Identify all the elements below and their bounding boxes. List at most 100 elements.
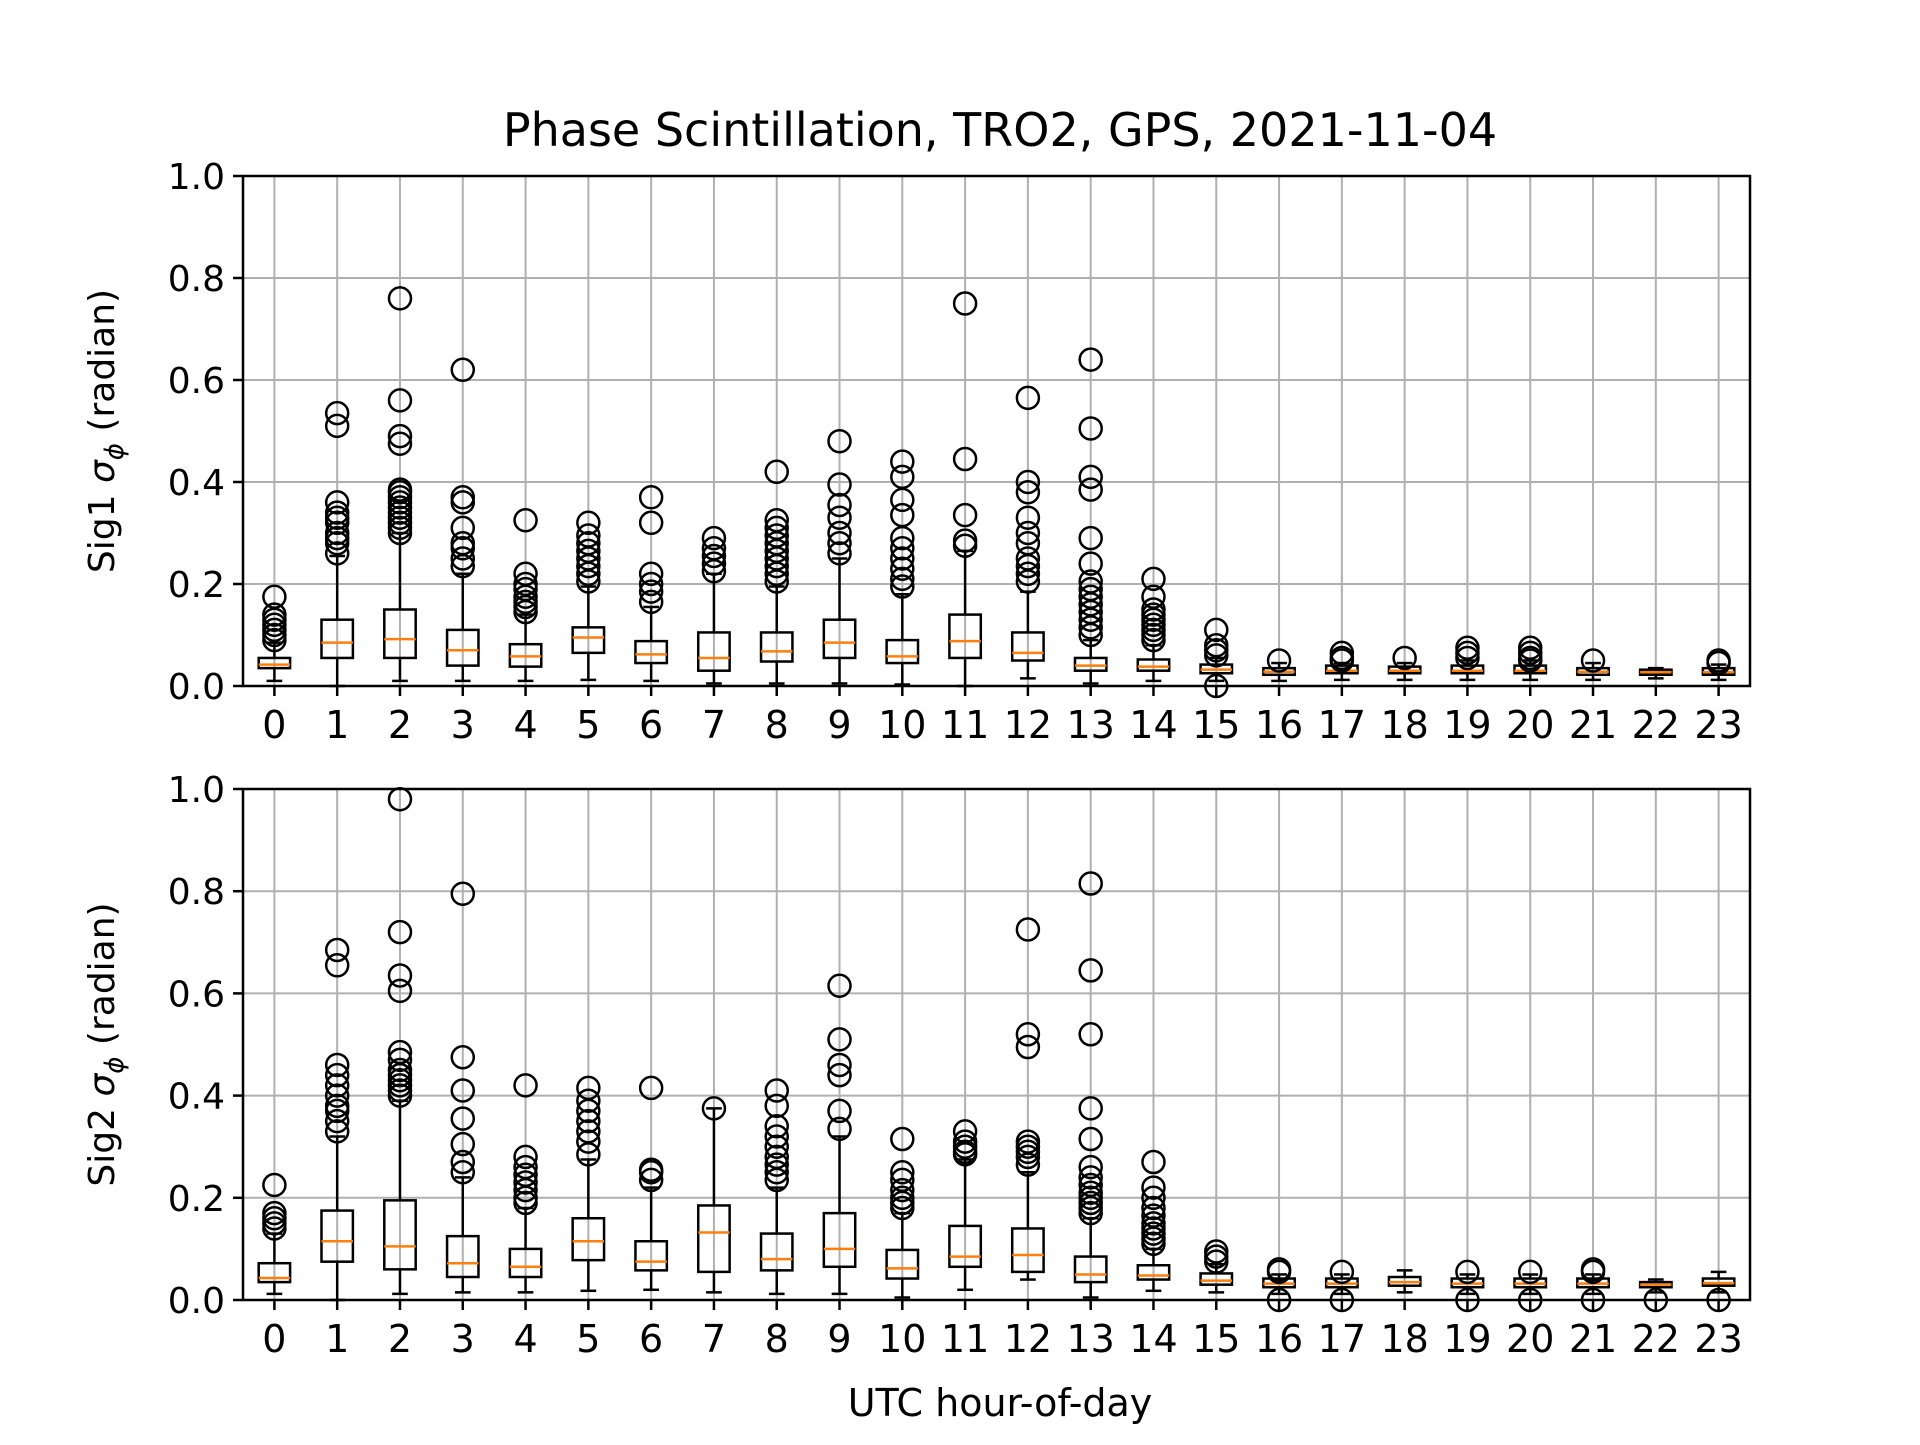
x-tick-label: 11 bbox=[941, 703, 989, 747]
x-tick-label: 12 bbox=[1004, 1317, 1052, 1361]
outlier-point bbox=[513, 1162, 538, 1188]
outlier-point bbox=[324, 1083, 350, 1108]
box-iqr bbox=[383, 1199, 417, 1271]
x-tick-label: 21 bbox=[1569, 703, 1617, 747]
outlier-point bbox=[701, 551, 727, 576]
outlier-point bbox=[952, 1119, 978, 1144]
outlier-point bbox=[450, 1160, 476, 1185]
outlier-point bbox=[324, 541, 350, 566]
outlier-point bbox=[1015, 1034, 1041, 1060]
x-tick-label: 4 bbox=[513, 703, 537, 747]
x-tick-label: 5 bbox=[576, 703, 600, 747]
box-hour-6 bbox=[634, 485, 669, 683]
outlier-point bbox=[952, 446, 978, 472]
box-iqr bbox=[948, 613, 983, 660]
outlier-point bbox=[827, 1116, 852, 1142]
y-axis-label-prefix: Sig1 bbox=[82, 483, 123, 573]
box-hour-15 bbox=[1199, 617, 1234, 699]
box-hour-1 bbox=[320, 400, 355, 688]
x-tick-label: 14 bbox=[1129, 1317, 1177, 1361]
boxes bbox=[257, 286, 1736, 699]
box-hour-7 bbox=[696, 1096, 731, 1294]
x-tick-label: 15 bbox=[1192, 1317, 1240, 1361]
box-hour-22 bbox=[1638, 666, 1673, 680]
outlier-point bbox=[1517, 648, 1543, 673]
outlier-point bbox=[952, 291, 978, 316]
outlier-point bbox=[1141, 566, 1166, 592]
box-iqr bbox=[257, 1261, 292, 1284]
x-axis: 0 1 2 3 4 5 6 7 8 9 10 11 12 13 14 15 16 17 18 19 20 21 22 23 bbox=[262, 1300, 1743, 1361]
box-hour-9 bbox=[822, 973, 857, 1296]
outlier-point bbox=[1329, 640, 1355, 666]
box-hour-11 bbox=[948, 1119, 983, 1292]
outlier-point bbox=[387, 1039, 413, 1065]
outlier-point bbox=[576, 523, 601, 548]
outlier-point bbox=[576, 1129, 601, 1154]
outlier-point bbox=[576, 1119, 601, 1144]
box-hour-16 bbox=[1262, 648, 1297, 683]
y-axis-label-suffix: (radian) bbox=[82, 902, 123, 1056]
box-hour-19 bbox=[1450, 635, 1485, 682]
outlier-point bbox=[450, 1131, 476, 1157]
box-iqr bbox=[885, 1248, 920, 1280]
outlier-point bbox=[827, 520, 852, 546]
outlier-point bbox=[513, 508, 538, 533]
outlier-point bbox=[1078, 871, 1103, 896]
outlier-point bbox=[1078, 569, 1103, 594]
outlier-point bbox=[764, 523, 789, 548]
y-axis: 0.0 0.2 0.4 0.6 0.8 1.0 bbox=[168, 157, 243, 708]
outlier-point bbox=[827, 1027, 852, 1052]
outlier-point bbox=[1078, 1096, 1103, 1121]
y-axis-label-symbol: σ bbox=[82, 1073, 123, 1097]
x-tick-label: 18 bbox=[1380, 703, 1428, 747]
box-iqr bbox=[759, 1232, 794, 1272]
outlier-point bbox=[764, 1144, 789, 1170]
chart-title: Phase Scintillation, TRO2, GPS, 2021-11-… bbox=[503, 103, 1497, 157]
outlier-point bbox=[638, 561, 664, 587]
outlier-point bbox=[576, 1075, 601, 1101]
box-iqr bbox=[1010, 631, 1045, 662]
outlier-point bbox=[701, 536, 727, 561]
outlier-point bbox=[387, 477, 413, 502]
box-iqr bbox=[1073, 1255, 1108, 1284]
outlier-point bbox=[952, 502, 978, 528]
x-tick-label: 4 bbox=[513, 1317, 537, 1361]
x-tick-label: 19 bbox=[1443, 703, 1491, 747]
x-axis: 0 1 2 3 4 5 6 7 8 9 10 11 12 13 14 15 16 17 18 19 20 21 22 23 bbox=[262, 686, 1743, 747]
outlier-point bbox=[513, 1170, 538, 1195]
outlier-point bbox=[513, 561, 538, 587]
box-iqr bbox=[696, 631, 731, 672]
outlier-point bbox=[324, 1093, 350, 1119]
x-tick-label: 22 bbox=[1632, 1317, 1680, 1361]
outlier-point bbox=[262, 602, 287, 627]
box-iqr bbox=[445, 628, 480, 667]
outlier-point bbox=[1141, 1203, 1166, 1228]
outlier-point bbox=[1204, 617, 1229, 643]
box-hour-17 bbox=[1324, 640, 1359, 682]
outlier-point bbox=[1141, 1195, 1166, 1221]
outlier-point bbox=[1078, 1180, 1103, 1205]
outlier-point bbox=[827, 472, 852, 497]
box-iqr bbox=[822, 618, 857, 660]
outlier-point bbox=[764, 1134, 789, 1159]
outlier-point bbox=[324, 400, 350, 426]
box-hour-17 bbox=[1324, 1259, 1359, 1313]
box-hour-21 bbox=[1576, 648, 1610, 682]
x-tick-label: 13 bbox=[1067, 1317, 1115, 1361]
outlier-point bbox=[638, 1157, 664, 1182]
outlier-point bbox=[387, 919, 413, 945]
outlier-point bbox=[1517, 635, 1543, 660]
box-hour-12 bbox=[1010, 917, 1045, 1281]
outlier-point bbox=[827, 492, 852, 518]
x-tick-label: 15 bbox=[1192, 703, 1240, 747]
x-tick-label: 6 bbox=[639, 703, 663, 747]
outlier-point bbox=[1141, 584, 1166, 609]
y-tick-label: 0.0 bbox=[168, 1281, 225, 1322]
x-tick-label: 0 bbox=[262, 1317, 286, 1361]
box-hour-2 bbox=[383, 786, 417, 1296]
box-iqr bbox=[948, 1224, 983, 1269]
y-tick-label: 0.6 bbox=[168, 974, 225, 1015]
outlier-point bbox=[450, 530, 476, 556]
outlier-point bbox=[324, 1108, 350, 1134]
